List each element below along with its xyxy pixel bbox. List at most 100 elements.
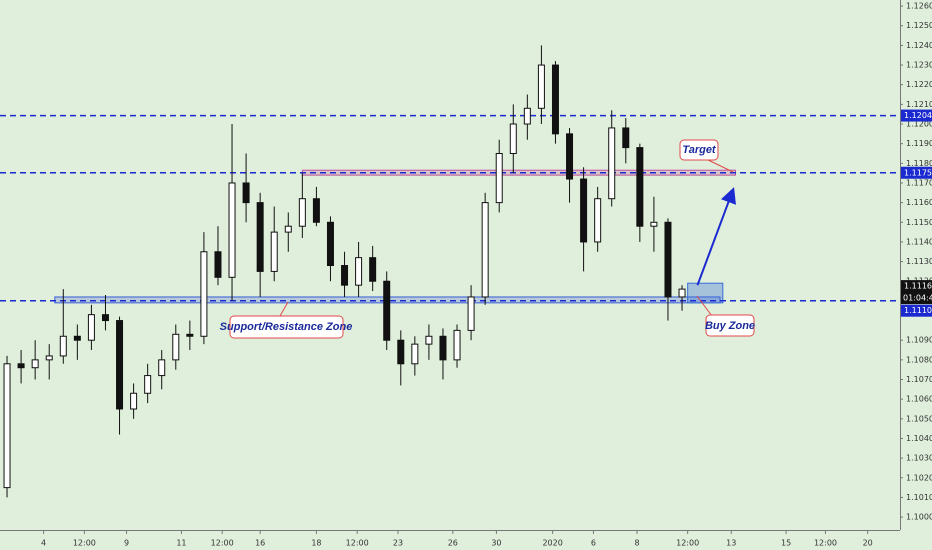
candle-body	[481, 202, 489, 298]
y-tick-label: 1.10700	[906, 375, 932, 384]
candle-body	[3, 363, 11, 489]
callout-text: Support/Resistance Zone	[220, 321, 353, 333]
y-tick-label: 1.11800	[906, 159, 932, 168]
candle-body	[172, 333, 180, 361]
candle-body	[256, 202, 264, 272]
x-tick-label: 30	[491, 539, 501, 548]
x-tick-label: 26	[448, 539, 458, 548]
candle-body	[341, 265, 349, 286]
countdown-label: 01:04:40	[903, 294, 932, 303]
target-arrow	[696, 187, 736, 286]
candle-body	[369, 257, 377, 282]
x-tick-label: 12:00	[676, 539, 699, 548]
candle-body	[664, 221, 672, 298]
candle-body	[425, 335, 433, 345]
y-tick-label: 1.11700	[906, 178, 932, 187]
x-tick-label: 12:00	[814, 539, 837, 548]
callout-text: Target	[682, 144, 717, 156]
x-tick-label: 11	[176, 539, 186, 548]
callout-support: Support/Resistance Zone	[220, 301, 353, 339]
candle-body	[17, 363, 25, 369]
y-tick-label: 1.12300	[906, 61, 932, 70]
candle-body	[242, 182, 250, 204]
x-tick-label: 13	[726, 539, 736, 548]
zone	[687, 282, 724, 304]
last-price-box	[901, 280, 932, 305]
candle-body	[566, 133, 574, 180]
candle-body	[537, 64, 545, 109]
candle-body	[228, 182, 236, 278]
candle-body	[397, 339, 405, 365]
candle-body	[116, 320, 124, 410]
y-tick-label: 1.12600	[906, 2, 932, 11]
candle-body	[101, 314, 109, 322]
callout-text: Buy Zone	[705, 320, 755, 332]
candle-body	[59, 335, 67, 357]
y-tick-label: 1.10600	[906, 395, 932, 404]
level-price-box	[901, 304, 932, 317]
callout-pointer	[279, 301, 289, 317]
candle-body	[144, 375, 152, 394]
y-tick-label: 1.10100	[906, 493, 932, 502]
y-tick-label: 1.10400	[906, 434, 932, 443]
candle-body	[650, 221, 658, 227]
candle-body	[130, 392, 138, 410]
callout-box	[705, 314, 755, 337]
y-tick-label: 1.12400	[906, 41, 932, 50]
candle-body	[495, 152, 503, 204]
level-price-label: 1.11752	[904, 168, 932, 177]
y-tick-label: 1.12200	[906, 80, 932, 89]
candle-body	[580, 178, 588, 243]
candle-body	[608, 127, 616, 200]
callout-box	[229, 315, 344, 339]
level-price-box	[901, 166, 932, 179]
candle-body	[411, 343, 419, 365]
callout-box	[679, 139, 719, 161]
candle-body	[551, 64, 559, 135]
y-tick-label: 1.11900	[906, 139, 932, 148]
level-price-box	[901, 109, 932, 122]
y-tick-label: 1.10200	[906, 473, 932, 482]
y-tick-label: 1.12500	[906, 21, 932, 30]
candle-body	[523, 107, 531, 125]
x-tick-label: 4	[41, 539, 46, 548]
y-tick-label: 1.12100	[906, 100, 932, 109]
candle-body	[622, 127, 630, 149]
candle-body	[326, 221, 334, 267]
callout-target: Target	[679, 139, 734, 173]
y-tick-label: 1.10300	[906, 454, 932, 463]
candle-body	[214, 251, 222, 278]
candle-body	[453, 329, 461, 361]
y-tick-label: 1.10800	[906, 355, 932, 364]
x-tick-label: 12:00	[346, 539, 369, 548]
x-tick-label: 12:00	[211, 539, 234, 548]
callout-pointer	[696, 295, 713, 317]
candle-body	[312, 198, 320, 223]
x-tick-label: 9	[124, 539, 129, 548]
x-tick-label: 8	[634, 539, 639, 548]
candle-body	[439, 335, 447, 361]
callout-buy: Buy Zone	[696, 295, 755, 337]
y-tick-label: 1.11400	[906, 237, 932, 246]
y-tick-label: 1.11600	[906, 198, 932, 207]
candle-body	[467, 296, 475, 331]
candle-body	[45, 355, 53, 361]
candle-body	[509, 123, 517, 154]
y-tick-label: 1.11300	[906, 257, 932, 266]
x-tick-label: 15	[781, 539, 791, 548]
x-tick-label: 12:00	[73, 539, 96, 548]
x-tick-label: 16	[255, 539, 265, 548]
y-tick-label: 1.11500	[906, 218, 932, 227]
candle-body	[270, 231, 278, 272]
y-tick-label: 1.12000	[906, 120, 932, 129]
candle-body	[298, 198, 306, 227]
x-tick-label: 6	[591, 539, 596, 548]
candle-body	[594, 198, 602, 243]
candle-body	[186, 333, 194, 337]
level-price-label: 1.12043	[904, 111, 932, 120]
x-tick-label: 2020	[542, 539, 562, 548]
candle-body	[73, 335, 81, 341]
